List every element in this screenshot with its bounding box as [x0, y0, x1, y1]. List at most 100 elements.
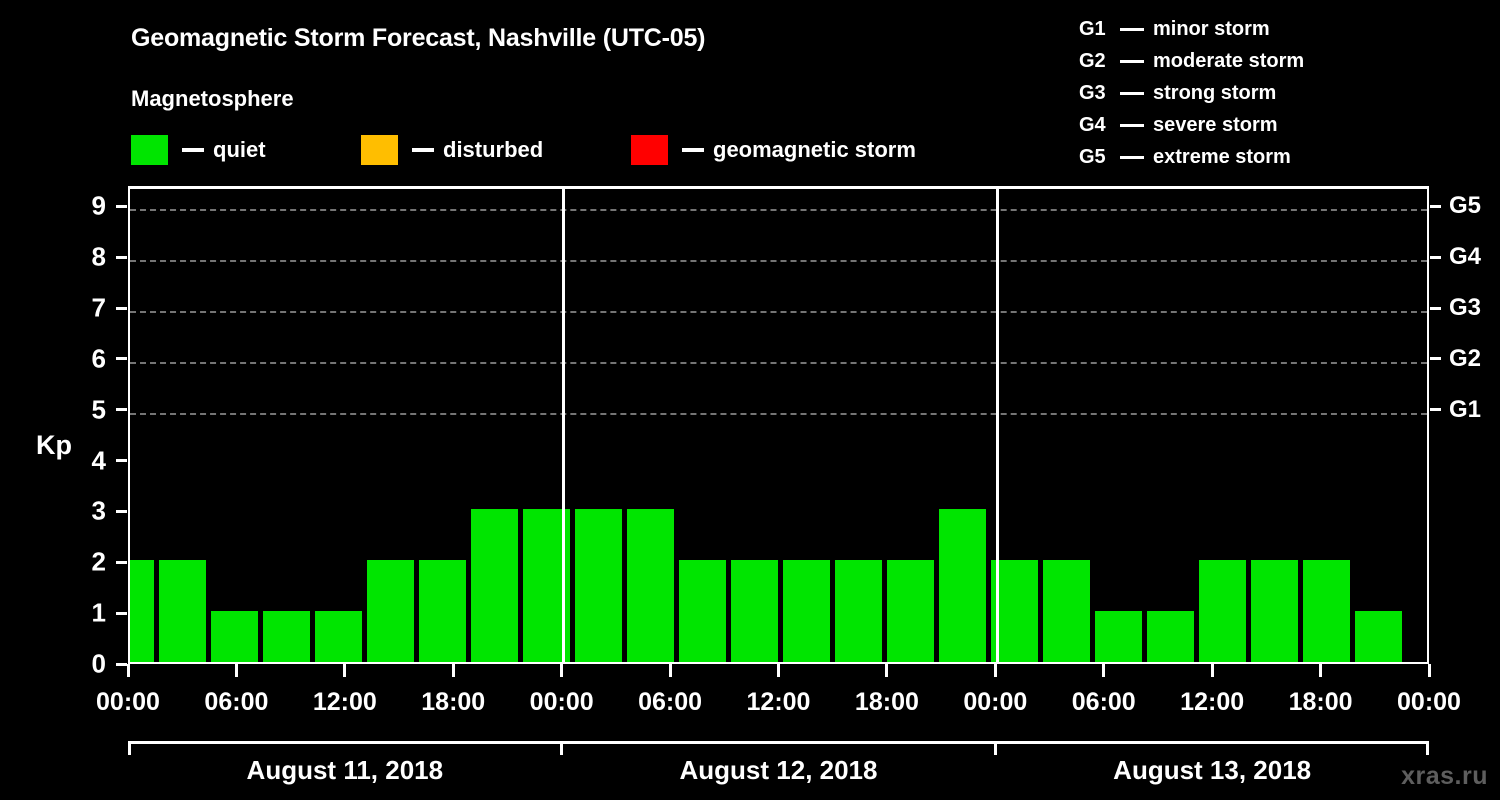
x-tick-label-5: 06:00: [638, 688, 703, 716]
g-axis-label-G2: G2: [1449, 344, 1482, 372]
bar: [1303, 560, 1351, 662]
x-tick-8: [993, 664, 997, 677]
g-tick-G1: [1430, 408, 1441, 412]
x-tick-6: [777, 664, 780, 677]
y-tick-4: [116, 459, 127, 463]
g-tick-G5: [1430, 204, 1441, 208]
bar: [158, 560, 206, 662]
x-tick-label-1: 06:00: [204, 688, 269, 716]
g-code: G1: [1079, 18, 1106, 40]
g-legend-label: strong storm: [1153, 82, 1277, 104]
y-tick-5: [116, 408, 127, 412]
legend-item-geomagnetic-storm: geomagnetic storm: [631, 133, 916, 167]
y-tick-3: [116, 509, 127, 513]
day-separator-1: [562, 189, 566, 662]
legend-dash: [682, 148, 704, 152]
g-axis-label-G4: G4: [1449, 243, 1482, 271]
page-title: Geomagnetic Storm Forecast, Nashville (U…: [131, 24, 706, 52]
bar: [1147, 611, 1195, 662]
x-tick-label-7: 18:00: [854, 688, 919, 716]
bar: [314, 611, 362, 662]
bar: [210, 611, 258, 662]
g-legend-dash: [1120, 155, 1144, 159]
y-tick-label-8: 8: [91, 241, 106, 272]
legend-label: disturbed: [443, 137, 544, 162]
x-tick-12: [1427, 664, 1431, 677]
y-tick-label-9: 9: [91, 190, 106, 221]
bar: [262, 611, 310, 662]
gridline-kp-7: [130, 311, 1427, 314]
g-legend-dash: [1120, 27, 1144, 31]
bar: [1095, 611, 1143, 662]
date-band-line: [128, 741, 1429, 744]
g-code: G2: [1079, 50, 1106, 72]
day-separator-2: [995, 189, 999, 662]
gridline-kp-9: [130, 209, 1427, 212]
x-tick-2: [343, 664, 347, 677]
x-tick-3: [451, 664, 455, 677]
g-legend-label: extreme storm: [1153, 146, 1291, 168]
y-tick-2: [116, 560, 127, 564]
watermark: xras.ru: [1401, 762, 1488, 790]
y-tick-label-0: 0: [91, 648, 106, 679]
x-tick-0: [126, 664, 130, 677]
bar: [470, 509, 518, 662]
g-legend-g1: G1 minor storm: [1079, 13, 1304, 45]
y-tick-label-7: 7: [91, 292, 106, 323]
y-tick-label-4: 4: [91, 445, 106, 476]
legend-item-disturbed: disturbed: [361, 133, 543, 167]
g-legend-label: severe storm: [1153, 114, 1278, 136]
date-label-2: August 12, 2018: [679, 755, 878, 785]
x-tick-label-4: 00:00: [529, 688, 594, 716]
x-tick-label-11: 18:00: [1288, 688, 1353, 716]
bar: [939, 509, 987, 662]
bars-container: [130, 189, 1427, 662]
x-tick-10: [1210, 664, 1214, 677]
x-tick-label-2: 12:00: [312, 688, 377, 716]
y-tick-7: [116, 306, 127, 310]
g-legend-g2: G2 moderate storm: [1079, 45, 1304, 77]
g-legend-dash: [1120, 123, 1144, 127]
x-tick-label-3: 18:00: [421, 688, 486, 716]
x-tick-label-9: 06:00: [1071, 688, 1136, 716]
legend-dash: [412, 148, 434, 152]
bar: [1199, 560, 1247, 662]
bar: [991, 560, 1039, 662]
g-legend-g5: G5 extreme storm: [1079, 141, 1304, 173]
date-band-tick-2: [993, 741, 997, 755]
y-tick-label-2: 2: [91, 546, 106, 577]
y-tick-0: [116, 662, 127, 666]
y-tick-9: [116, 204, 127, 208]
amber-square-icon: [361, 135, 398, 165]
y-tick-8: [116, 255, 127, 259]
g-legend-dash: [1120, 91, 1144, 95]
bar: [522, 509, 570, 662]
g-axis-label-G5: G5: [1449, 192, 1482, 220]
bar: [626, 509, 674, 662]
bar: [418, 560, 466, 662]
date-label-3: August 13, 2018: [1113, 755, 1312, 785]
x-tick-label-12: 00:00: [1397, 688, 1461, 716]
g-tick-G2: [1430, 357, 1441, 361]
g-legend-label: moderate storm: [1153, 50, 1305, 72]
g-legend-g3: G3 strong storm: [1079, 77, 1304, 109]
gridline-kp-6: [130, 361, 1427, 364]
g-tick-G4: [1430, 255, 1441, 259]
legend-label: geomagnetic storm: [713, 137, 916, 162]
bar: [887, 560, 935, 662]
date-label-1: August 11, 2018: [246, 755, 444, 785]
g-legend-dash: [1120, 59, 1144, 63]
g-code: G3: [1079, 82, 1106, 104]
g-code: G5: [1079, 146, 1106, 168]
y-tick-1: [116, 611, 127, 615]
g-axis-label-G1: G1: [1449, 395, 1482, 423]
gridline-kp-5: [130, 412, 1427, 415]
g-axis-label-G3: G3: [1449, 294, 1482, 322]
bar: [1251, 560, 1299, 662]
x-tick-11: [1319, 664, 1323, 677]
bar: [678, 560, 726, 662]
y-tick-label-1: 1: [91, 597, 106, 628]
bar: [835, 560, 883, 662]
bar: [130, 560, 154, 662]
